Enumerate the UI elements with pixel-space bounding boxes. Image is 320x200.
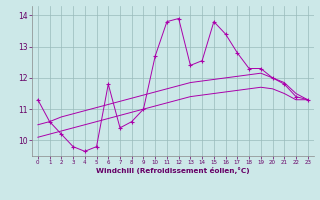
X-axis label: Windchill (Refroidissement éolien,°C): Windchill (Refroidissement éolien,°C) [96,167,250,174]
